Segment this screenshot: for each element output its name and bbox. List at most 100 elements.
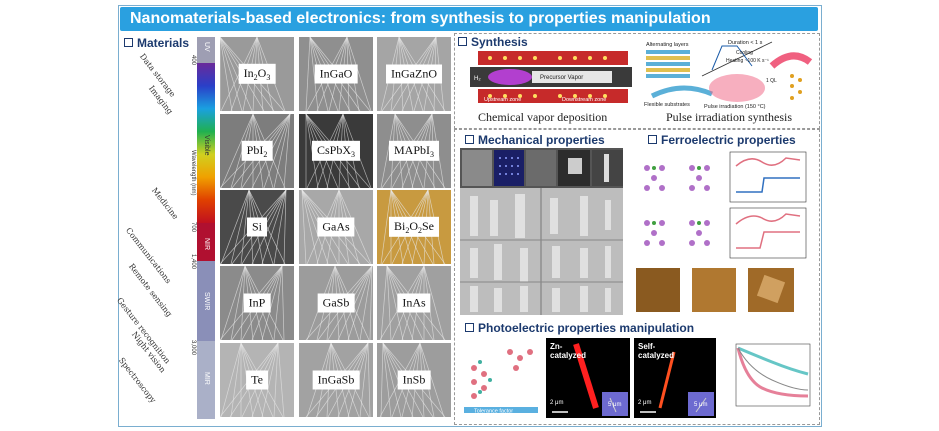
material-tile: InAs xyxy=(377,266,451,340)
material-label: InP xyxy=(243,293,271,313)
self-catalyzed-label: Self- catalyzed xyxy=(638,342,675,360)
cvd-furnace-illustration: H₂ Precursor Vapor Upstream zone Downstr… xyxy=(470,51,632,103)
svg-text:Duration < 1 s: Duration < 1 s xyxy=(728,40,763,46)
material-tile: InGaZnO xyxy=(377,37,451,111)
tolerance-label: Tolerance factor xyxy=(474,409,513,415)
wavelength-axis-label: Wavelength (nm) xyxy=(190,150,196,196)
cvd-furnace-diagram: H₂ Precursor Vapor Upstream zone Downstr… xyxy=(470,47,632,107)
material-tile: InP xyxy=(220,266,294,340)
zn-nanowire-illustration xyxy=(552,343,628,416)
scale-bar-label-1: 2 μm xyxy=(550,400,564,406)
material-label: In2O3 xyxy=(238,63,276,85)
svg-text:Flexible substrates: Flexible substrates xyxy=(644,102,690,108)
title-banner: Nanomaterials-based electronics: from sy… xyxy=(120,7,818,31)
material-label: InSb xyxy=(397,370,431,390)
material-tile: MAPbI3 xyxy=(377,114,451,188)
material-tile: GaAs xyxy=(299,190,373,264)
band-label-nir: NIR xyxy=(203,238,210,251)
tick-400: 400 xyxy=(190,55,196,66)
pulse-irradiation-illustration: Alternating layers Flexible substrates P… xyxy=(644,40,813,110)
decay-curve-plot xyxy=(722,340,814,418)
scale-bar-label-4: 5 μm xyxy=(694,402,708,408)
plasma-glow xyxy=(488,69,532,85)
nir-band xyxy=(197,223,215,261)
mechanical-sem-images xyxy=(460,148,623,315)
square-bullet-icon xyxy=(458,37,467,47)
ferroelectric-heading: Ferroelectric properties xyxy=(648,133,796,147)
wavelength-spectrum-bar xyxy=(197,37,215,419)
band-label-mir: MIR xyxy=(203,372,210,385)
heater-top xyxy=(478,51,628,65)
square-bullet-icon xyxy=(124,38,133,48)
svg-text:Heating ~100 K s⁻¹: Heating ~100 K s⁻¹ xyxy=(726,58,769,64)
tick-1400: 1,400 xyxy=(190,254,196,270)
uv-band xyxy=(197,37,215,63)
material-label: Si xyxy=(246,217,268,237)
material-label: InGaSb xyxy=(312,370,360,390)
material-label: InGaO xyxy=(314,64,358,84)
page-title: Nanomaterials-based electronics: from sy… xyxy=(130,10,711,27)
material-tile: PbI2 xyxy=(220,114,294,188)
material-tile: InSb xyxy=(377,343,451,417)
self-nanowire-illustration xyxy=(640,351,714,416)
square-bullet-icon xyxy=(648,135,657,145)
synthesis-heading: Synthesis xyxy=(458,35,528,49)
mir-band xyxy=(197,341,215,419)
svg-text:Cooling: Cooling xyxy=(736,50,753,56)
band-label-uv: UV xyxy=(203,42,210,52)
heater-bottom xyxy=(478,89,628,103)
material-tile: GaSb xyxy=(299,266,373,340)
pulse-caption: Pulse irradiation synthesis xyxy=(666,110,792,124)
material-label: CsPbX3 xyxy=(311,140,361,162)
svg-text:Pulse irradiation (150 °C): Pulse irradiation (150 °C) xyxy=(704,104,766,110)
material-tile: Bi2O2Se xyxy=(377,190,451,264)
material-label: PbI2 xyxy=(241,140,273,162)
tick-3000: 3,000 xyxy=(190,340,196,356)
material-label: Bi2O2Se xyxy=(388,216,440,238)
material-tile: InGaSb xyxy=(299,343,373,417)
precursor-label: Precursor Vapor xyxy=(540,75,583,81)
band-label-swir: SWIR xyxy=(203,292,210,311)
material-tile: InGaO xyxy=(299,37,373,111)
zn-catalyzed-image: Zn- catalyzed 2 μm 5 μm xyxy=(546,338,630,418)
band-label-visible: Visible xyxy=(203,135,210,156)
material-label: Te xyxy=(246,370,268,390)
material-label: GaAs xyxy=(317,217,355,237)
material-tile: Te xyxy=(220,343,294,417)
svg-text:Alternating layers: Alternating layers xyxy=(646,42,689,48)
tolerance-factor-diagram: Tolerance factor xyxy=(460,338,542,418)
mechanical-sem-grid xyxy=(460,148,623,315)
material-label: InGaZnO xyxy=(386,64,442,84)
swir-band xyxy=(197,261,215,341)
precursor-vapor-bar xyxy=(532,71,612,83)
upstream-label: Upstream zone xyxy=(484,97,521,103)
material-label: GaSb xyxy=(317,293,355,313)
material-tile: Si xyxy=(220,190,294,264)
svg-text:1 QL: 1 QL xyxy=(766,78,777,84)
material-label: MAPbI3 xyxy=(388,140,440,162)
mechanical-heading: Mechanical properties xyxy=(465,133,605,147)
tick-700: 700 xyxy=(190,222,196,233)
ferroelectric-panel xyxy=(632,148,812,315)
materials-heading: Materials xyxy=(124,36,189,50)
crystal-structure-illustration: Tolerance factor xyxy=(464,349,538,415)
self-catalyzed-image: Self- catalyzed 2 μm 5 μm xyxy=(634,338,716,418)
material-tile: In2O3 xyxy=(220,37,294,111)
zn-catalyzed-label: Zn- catalyzed xyxy=(550,342,587,360)
scale-bar-label-2: 5 μm xyxy=(608,402,622,408)
material-tile: CsPbX3 xyxy=(299,114,373,188)
cvd-caption: Chemical vapor deposition xyxy=(478,110,608,124)
pl-decay-curves xyxy=(735,343,811,407)
scale-bar-label-3: 2 μm xyxy=(638,400,652,406)
h2-label: H₂ xyxy=(474,76,481,82)
square-bullet-icon xyxy=(465,135,474,145)
properties-box xyxy=(454,129,820,425)
visible-band xyxy=(197,63,215,223)
material-label: InAs xyxy=(397,293,431,313)
synthesis-box xyxy=(454,33,820,129)
photoelectric-heading: Photoelectric properties manipulation xyxy=(465,321,694,335)
square-bullet-icon xyxy=(465,323,474,333)
ferroelectric-figures xyxy=(636,151,807,312)
pulse-irradiation-diagram: Alternating layers Flexible substrates P… xyxy=(642,36,814,110)
downstream-label: Downstream zone xyxy=(562,97,606,103)
